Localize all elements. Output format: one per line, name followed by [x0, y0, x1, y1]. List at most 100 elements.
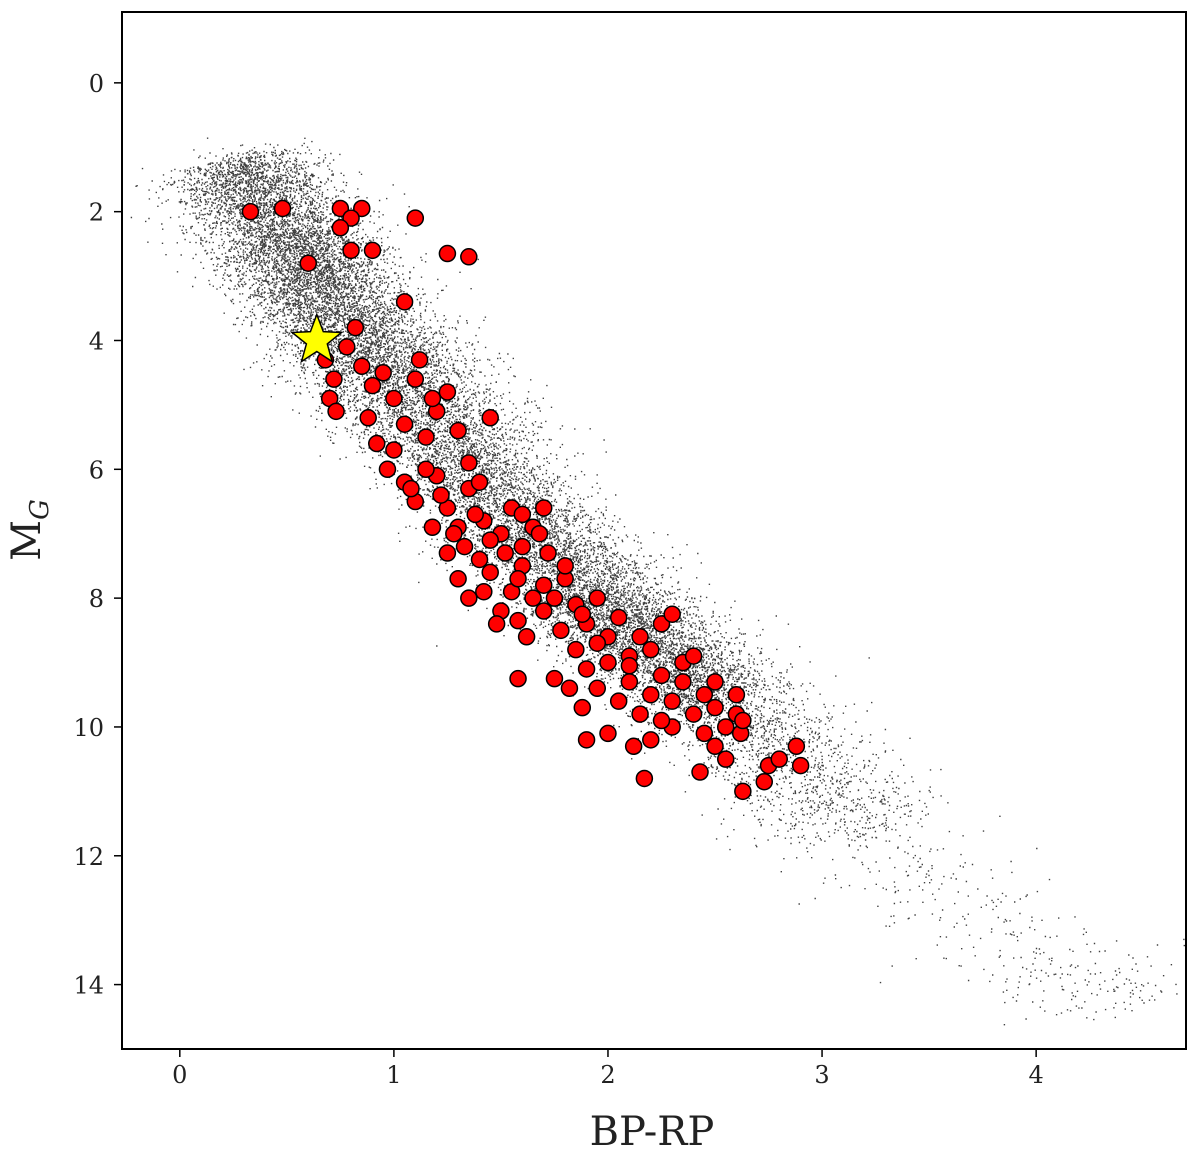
- sample-point: [481, 531, 499, 549]
- sample-point: [438, 383, 457, 401]
- sample-point: [695, 685, 714, 704]
- sample-point: [395, 415, 414, 433]
- sample-point: [716, 718, 735, 736]
- sample-point: [353, 199, 371, 218]
- sample-point: [466, 505, 484, 524]
- sample-point: [299, 254, 318, 272]
- background-stars: [130, 137, 1186, 1026]
- sample-point: [524, 589, 542, 607]
- sample-point: [567, 640, 585, 659]
- sample-point: [460, 248, 478, 266]
- x-axis: 0 1 2 3 4: [172, 1049, 1044, 1089]
- highlight-star-marker: [290, 312, 344, 364]
- sample-point: [635, 769, 654, 788]
- sample-point: [706, 737, 724, 756]
- sample-point: [406, 209, 425, 227]
- sample-point: [438, 544, 457, 562]
- sample-point: [534, 499, 553, 517]
- sample-point: [423, 518, 442, 537]
- sample-point: [599, 724, 617, 743]
- sample-point: [534, 576, 553, 594]
- sample-point: [353, 357, 371, 376]
- sample-point: [342, 241, 360, 260]
- sample-point: [417, 428, 435, 446]
- sample-point: [385, 441, 403, 459]
- y-tick-label: 4: [89, 327, 104, 355]
- sample-point: [455, 537, 474, 556]
- sample-point: [620, 657, 639, 675]
- sample-point: [378, 460, 397, 479]
- sample-point: [327, 402, 345, 421]
- sample-point: [406, 370, 425, 388]
- sample-point: [674, 673, 692, 691]
- sample-point: [509, 669, 527, 688]
- sample-point: [552, 621, 570, 640]
- sample-point: [509, 611, 527, 630]
- sample-point: [599, 653, 617, 672]
- sample-point: [470, 550, 489, 569]
- sample-point: [534, 602, 553, 620]
- background-star-points: [130, 137, 1186, 1026]
- y-axis-label-main: M: [4, 520, 50, 561]
- sample-point: [642, 640, 660, 659]
- sample-point: [374, 363, 392, 382]
- sample-point: [734, 782, 752, 801]
- sample-point: [517, 628, 536, 646]
- sample-point: [716, 750, 735, 768]
- sample-point: [791, 756, 810, 775]
- plot-frame: [121, 11, 1187, 1050]
- sample-point: [445, 524, 463, 543]
- sample-point: [560, 679, 579, 698]
- sample-point: [652, 666, 671, 685]
- sample-point: [663, 605, 681, 623]
- sample-point: [470, 473, 489, 491]
- sample-point: [588, 634, 607, 652]
- sample-point: [631, 705, 649, 723]
- sample-point: [588, 679, 607, 698]
- sample-point: [652, 615, 671, 633]
- sample-point: [691, 763, 709, 781]
- sample-point: [496, 544, 514, 562]
- sample-point: [734, 711, 752, 730]
- highlighted-star: [290, 312, 344, 364]
- x-tick-label: 0: [172, 1061, 187, 1089]
- sample-point: [642, 685, 660, 704]
- y-tick-label: 8: [89, 585, 104, 613]
- sample-point: [770, 750, 788, 768]
- sample-point: [395, 293, 414, 311]
- sample-point: [402, 479, 420, 498]
- sample-point: [481, 563, 499, 582]
- sample-point: [449, 421, 467, 440]
- sample-point: [609, 692, 628, 710]
- sample-point: [241, 202, 260, 221]
- sample-point: [273, 199, 292, 218]
- sample-point: [363, 376, 382, 395]
- sample-point: [573, 605, 592, 623]
- sample-point: [620, 673, 639, 691]
- sample-point: [695, 724, 714, 743]
- sample-point: [359, 409, 377, 427]
- sample-point: [438, 244, 457, 263]
- sample-point: [460, 454, 478, 472]
- sample-point: [706, 673, 724, 691]
- y-axis-label: MG: [4, 499, 55, 561]
- sample-point: [652, 711, 671, 730]
- sample-point: [513, 537, 532, 556]
- sample-point: [787, 737, 806, 756]
- y-tick-label: 0: [89, 70, 104, 98]
- sample-point: [475, 582, 493, 601]
- sample-point: [449, 570, 467, 588]
- sample-point: [487, 615, 506, 633]
- y-axis: 0 2 4 6 8 10 12 14: [73, 70, 122, 1000]
- sample-point: [609, 608, 628, 627]
- sample-point: [684, 705, 703, 723]
- sample-point: [539, 544, 557, 562]
- y-axis-label-subscript: G: [25, 499, 55, 520]
- sample-point: [706, 698, 724, 717]
- sample-point: [460, 589, 478, 607]
- sample-point: [631, 628, 649, 646]
- x-tick-label: 2: [600, 1061, 615, 1089]
- sample-point: [410, 351, 429, 369]
- x-tick-label: 1: [386, 1061, 401, 1089]
